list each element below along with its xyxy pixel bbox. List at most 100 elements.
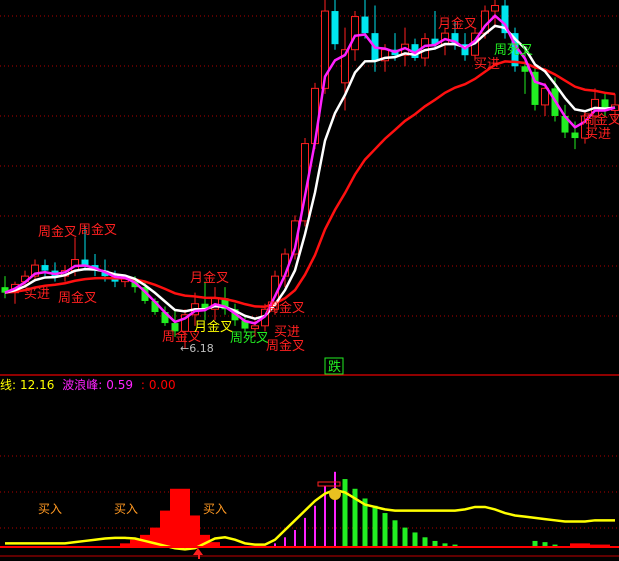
indicator-bar: [442, 543, 448, 547]
indicator-bar: [392, 520, 398, 547]
indicator-bar: [532, 540, 538, 547]
candle-down: [81, 259, 89, 266]
candle-down: [571, 132, 579, 139]
candle-down: [521, 66, 529, 72]
candle-down: [161, 312, 169, 324]
indicator-bar: [432, 540, 438, 547]
candle-up: [351, 16, 359, 51]
candle-down: [151, 300, 159, 313]
slow-line: [4, 60, 616, 308]
indicator-bar: [342, 479, 348, 547]
price-annotation: 周死叉: [494, 43, 533, 58]
indicator-line: [5, 488, 615, 551]
price-annotation: 周金叉: [266, 338, 305, 354]
indicator-bar: [600, 544, 610, 547]
indicator-bar: [552, 544, 558, 547]
candle-up: [341, 49, 349, 84]
legend-third-value: 0.00: [148, 378, 176, 392]
indicator-bar: [170, 488, 180, 547]
candle-up: [181, 314, 189, 332]
price-annotation: 月金叉: [438, 16, 477, 32]
up-arrow-icon: [193, 548, 203, 555]
indicator-bar: [284, 537, 286, 547]
up-arrow-stem: [198, 555, 200, 559]
candle-down: [201, 303, 209, 310]
indicator-bar: [580, 543, 590, 547]
legend-line-label: 线:: [0, 378, 17, 392]
indicator-bar: [314, 505, 316, 547]
indicator-bar: [452, 544, 458, 547]
legend-third-label: :: [140, 378, 145, 392]
indicator-bar: [190, 515, 200, 547]
price-annotation: 跌: [328, 359, 341, 375]
indicator-bar: [130, 539, 140, 547]
indicator-bar: [210, 542, 220, 547]
candle-down: [41, 265, 49, 271]
indicator-bar: [542, 542, 548, 547]
indicator-bar: [324, 486, 326, 547]
legend-wave-peak-value: 0.59: [106, 378, 133, 392]
candle-up: [251, 325, 259, 330]
candle-down: [431, 38, 439, 45]
candle-up: [491, 5, 499, 12]
candle-down: [331, 11, 339, 45]
candle-down: [601, 99, 609, 111]
price-annotation: 买进: [585, 127, 611, 142]
candle-up: [291, 220, 299, 255]
indicator-bar: [294, 530, 296, 547]
candle-up: [541, 87, 549, 106]
indicator-bar: [590, 544, 600, 547]
indicator-bar: [402, 527, 408, 547]
price-annotation: 周金叉: [38, 224, 77, 240]
indicator-bar: [334, 471, 336, 547]
buy-signal-label: 买入: [114, 502, 138, 516]
indicator-bar: [304, 517, 306, 547]
candle-up: [31, 264, 39, 277]
indicator-bar: [422, 537, 428, 547]
legend-wave-peak-label: 波浪峰:: [62, 378, 103, 392]
candle-down: [451, 33, 459, 45]
price-annotation: 周金叉: [266, 300, 305, 316]
candle-down: [241, 320, 249, 329]
price-annotation: ←6.18: [180, 342, 214, 355]
price-annotation: 周死叉: [230, 331, 269, 346]
indicator-bar: [274, 543, 276, 547]
candle-down: [561, 115, 569, 133]
indicator-bar: [180, 488, 190, 547]
indicator-bar: [412, 532, 418, 547]
indicator-bar: [352, 488, 358, 547]
indicator-bar: [150, 527, 160, 547]
indicator-bar: [120, 543, 130, 547]
legend-line-value: 12.16: [20, 378, 55, 392]
candle-down: [221, 298, 229, 310]
buy-signal-label: 买入: [38, 502, 62, 516]
peak-marker: [317, 481, 341, 487]
candle-down: [411, 44, 419, 58]
price-annotation: 周金叉: [162, 329, 201, 345]
indicator-legend: 线: 12.16 波浪峰: 0.59 :0.00: [0, 376, 180, 393]
candle-down: [171, 323, 179, 332]
candle-up: [581, 115, 589, 139]
indicator-bar: [382, 513, 388, 547]
candle-down: [511, 33, 519, 67]
price-annotation: 周金叉: [78, 222, 117, 238]
candle-down: [141, 287, 149, 301]
price-annotation: 买进: [274, 325, 300, 340]
candle-down: [1, 287, 9, 293]
candle-up: [271, 275, 279, 310]
indicator-bar: [372, 505, 378, 547]
candle-down: [361, 16, 369, 34]
indicator-bar: [362, 498, 368, 547]
fast-line: [4, 14, 616, 325]
price-annotation: 周金叉: [58, 290, 97, 306]
price-annotation: 买进: [474, 57, 500, 72]
candle-down: [531, 71, 539, 105]
buy-signal-label: 买入: [203, 502, 227, 516]
price-annotation: 月金叉: [190, 270, 229, 286]
fall-signal-box: [324, 357, 344, 375]
smiley-icon: [329, 488, 341, 500]
price-annotation: 买进: [24, 287, 50, 302]
indicator-bar: [570, 543, 580, 547]
price-annotation: 周金叉: [582, 112, 619, 128]
